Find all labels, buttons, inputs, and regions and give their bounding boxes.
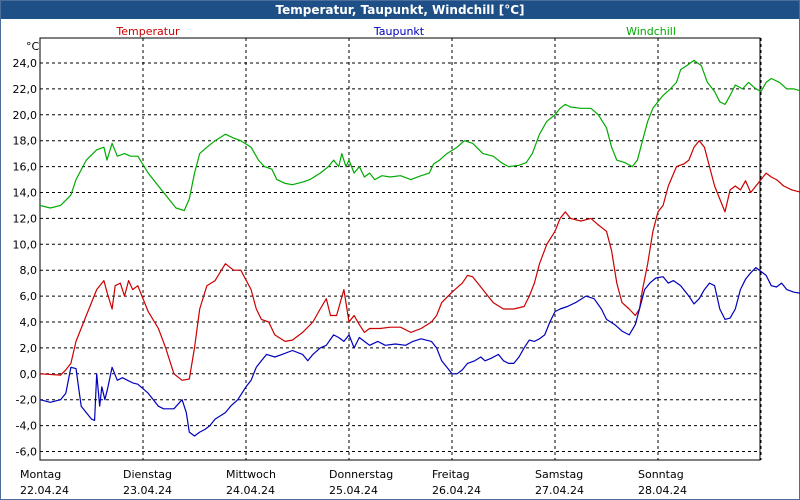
- x-date-label: 28.04.24: [638, 484, 687, 497]
- legend-windchill: Windchill: [626, 25, 676, 38]
- x-date-label: 23.04.24: [123, 484, 172, 497]
- x-day-label: Samstag: [535, 468, 583, 481]
- y-tick-label: 0,0: [20, 368, 38, 381]
- x-day-label: Mittwoch: [226, 468, 276, 481]
- y-tick-label: -4,0: [16, 420, 37, 433]
- y-tick-label: -6,0: [16, 446, 37, 459]
- y-tick-label: 10,0: [13, 238, 38, 251]
- y-tick-label: 20,0: [13, 109, 38, 122]
- y-tick-label: 4,0: [20, 316, 38, 329]
- x-day-label: Montag: [20, 468, 61, 481]
- legend-temperatur: Temperatur: [115, 25, 180, 38]
- x-day-label: Dienstag: [123, 468, 172, 481]
- window-title: Temperatur, Taupunkt, Windchill [°C]: [1, 1, 799, 19]
- y-tick-label: 18,0: [13, 135, 38, 148]
- grid: [40, 38, 762, 460]
- plot-frame: [39, 37, 761, 461]
- x-date-label: 24.04.24: [226, 484, 275, 497]
- legend-taupunkt: Taupunkt: [373, 25, 425, 38]
- y-tick-label: 6,0: [20, 290, 38, 303]
- y-tick-label: 16,0: [13, 161, 38, 174]
- y-tick-label: 8,0: [20, 264, 38, 277]
- x-day-label: Freitag: [432, 468, 470, 481]
- x-axis: Montag 22.04.24 Dienstag 23.04.24 Mittwoch 24…: [20, 468, 687, 497]
- series-lines: [39, 59, 800, 437]
- x-day-label: Donnerstag: [329, 468, 393, 481]
- x-date-label: 25.04.24: [329, 484, 378, 497]
- x-date-label: 27.04.24: [535, 484, 584, 497]
- x-date-label: 26.04.24: [432, 484, 481, 497]
- series-line-taupunkt: [39, 267, 800, 437]
- y-axis: 24,0 22,0 20,0 18,0 16,0 14,0 12,0 10,0 8,0 6,0 4,…: [13, 57, 38, 459]
- legend: Temperatur Taupunkt Windchill: [115, 25, 676, 38]
- y-tick-label: 22,0: [13, 83, 38, 96]
- x-date-label: 22.04.24: [20, 484, 69, 497]
- y-axis-unit: °C: [26, 40, 40, 53]
- x-day-label: Sonntag: [638, 468, 684, 481]
- series-line-temperatur: [39, 140, 800, 381]
- y-tick-label: 24,0: [13, 57, 38, 70]
- y-tick-label: 2,0: [20, 342, 38, 355]
- y-tick-label: -2,0: [16, 394, 37, 407]
- y-tick-label: 14,0: [13, 187, 38, 200]
- series-line-windchill: [39, 59, 800, 212]
- y-tick-label: 12,0: [13, 212, 38, 225]
